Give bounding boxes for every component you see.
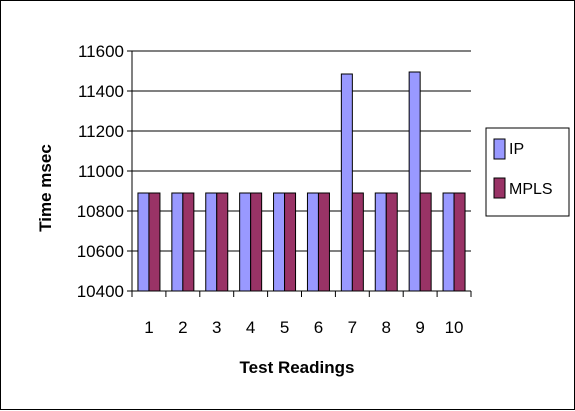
y-tick-label: 11200 (78, 122, 124, 141)
legend-label-mpls: MPLS (509, 181, 553, 198)
x-tick-label: 2 (178, 318, 187, 337)
x-tick-label: 6 (314, 318, 323, 337)
y-tick-labels: 10400 10600 10800 11000 11200 11400 11600 (77, 42, 124, 301)
bars (137, 71, 466, 292)
bar-ip-1 (137, 192, 150, 292)
bar-ip-4 (239, 192, 252, 292)
legend-swatch-mpls (493, 177, 506, 199)
x-tick-label: 3 (212, 318, 221, 337)
bar-mpls-9 (419, 192, 432, 292)
y-axis-title: Time msec (36, 144, 55, 232)
y-tick-label: 11000 (78, 162, 124, 181)
x-tick-label: 1 (144, 318, 153, 337)
bar-ip-5 (273, 192, 286, 292)
y-tick-label: 10600 (77, 242, 124, 261)
y-tick-label: 10800 (77, 202, 124, 221)
x-tick-label: 5 (280, 318, 289, 337)
x-tick-label: 7 (348, 318, 357, 337)
bar-mpls-5 (284, 192, 297, 292)
x-tick-label: 10 (445, 318, 464, 337)
legend: IP MPLS (485, 127, 570, 217)
x-tick-label: 4 (246, 318, 255, 337)
y-tick-label: 11400 (78, 82, 124, 101)
bar-mpls-7 (351, 192, 364, 292)
legend-swatch-ip (493, 138, 506, 160)
bar-ip-9 (408, 71, 421, 292)
bar-mpls-6 (317, 192, 330, 292)
legend-label-ip: IP (509, 141, 524, 158)
x-tick-label: 9 (415, 318, 424, 337)
bar-mpls-10 (453, 192, 466, 292)
bar-ip-7 (340, 73, 353, 292)
bar-ip-2 (171, 192, 184, 292)
bar-ip-3 (205, 192, 218, 292)
y-tick-label: 10400 (77, 282, 124, 301)
y-tick-label: 11600 (78, 42, 124, 61)
x-tick-labels: 1 2 3 4 5 6 7 8 9 10 (144, 318, 463, 337)
bar-mpls-3 (216, 192, 229, 292)
bar-mpls-2 (182, 192, 195, 292)
bar-ip-8 (374, 192, 387, 292)
bar-mpls-4 (250, 192, 263, 292)
axes (131, 51, 472, 297)
bar-ip-10 (442, 192, 455, 292)
x-tick-label: 8 (382, 318, 391, 337)
bar-mpls-8 (385, 192, 398, 292)
bar-mpls-1 (148, 192, 161, 292)
bar-ip-6 (306, 192, 319, 292)
x-axis-title: Test Readings (240, 358, 355, 377)
